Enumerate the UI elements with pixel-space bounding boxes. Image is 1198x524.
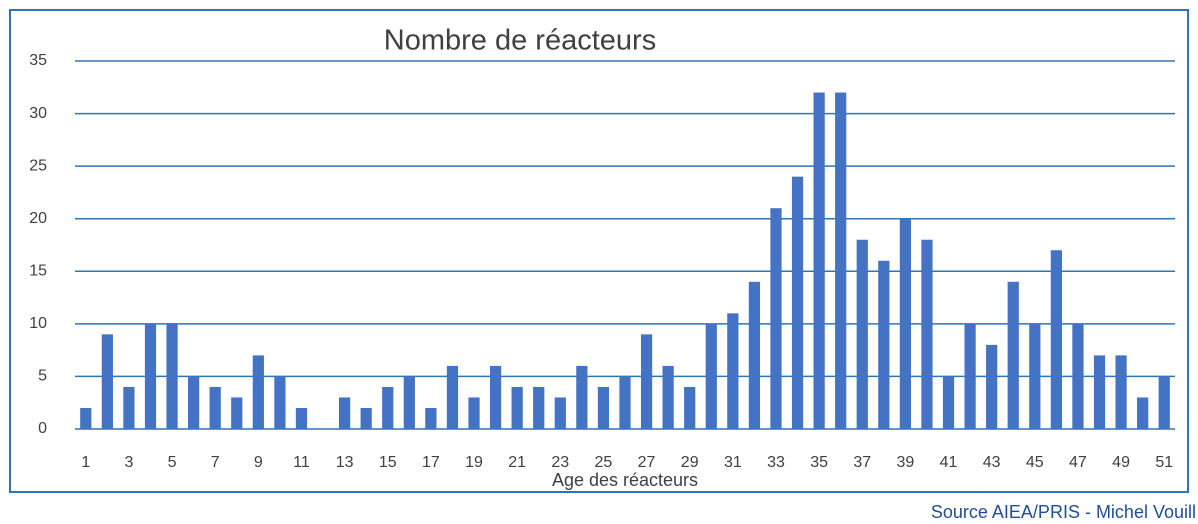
bar [166, 323, 178, 429]
x-tick-label: 45 [1026, 454, 1044, 471]
bar [640, 334, 653, 429]
x-tick-label: 25 [595, 454, 613, 471]
x-tick-label: 27 [638, 454, 656, 471]
bar [468, 397, 480, 429]
bar [231, 397, 243, 429]
bar [1029, 323, 1041, 429]
x-tick-label: 51 [1155, 454, 1173, 471]
y-tick-label: 25 [29, 157, 47, 174]
source-note: Source AIEA/PRIS - Michel Vouill [931, 502, 1196, 522]
bar [511, 386, 523, 429]
x-tick-label: 7 [211, 454, 220, 471]
bar [360, 407, 372, 429]
bar [554, 397, 566, 429]
x-tick-label: 13 [336, 454, 354, 471]
bar [727, 313, 739, 429]
bar [705, 323, 717, 429]
bar [1093, 355, 1106, 429]
bar [899, 218, 911, 429]
y-tick-label: 10 [29, 315, 47, 332]
bar [295, 407, 308, 429]
bar [684, 386, 696, 429]
bar [425, 407, 437, 429]
bar [576, 365, 588, 429]
bar [382, 386, 394, 429]
y-tick-label: 35 [29, 52, 47, 69]
x-tick-label: 37 [853, 454, 871, 471]
y-tick-label: 15 [29, 263, 47, 280]
bar [1072, 323, 1084, 429]
x-tick-label: 17 [422, 454, 440, 471]
x-tick-label: 5 [168, 454, 177, 471]
y-tick-label: 5 [38, 368, 47, 385]
bar [446, 365, 459, 429]
x-tick-label: 1 [81, 454, 90, 471]
bar [597, 386, 610, 429]
bar [748, 281, 761, 429]
chart-title: Nombre de réacteurs [384, 25, 656, 57]
bar [770, 208, 782, 429]
bar [123, 386, 135, 429]
bar [1137, 397, 1149, 429]
y-tick-label: 30 [29, 105, 47, 122]
bar [835, 92, 847, 430]
bar [986, 344, 998, 429]
bar [619, 376, 631, 429]
bar [339, 397, 351, 429]
bar [489, 365, 502, 429]
bar [1050, 250, 1062, 429]
bar [921, 239, 933, 429]
x-tick-label: 39 [896, 454, 914, 471]
x-tick-label: 21 [508, 454, 526, 471]
x-tick-label: 47 [1069, 454, 1087, 471]
bar [878, 260, 890, 429]
bar [791, 176, 804, 429]
bar [813, 92, 825, 430]
bar [856, 239, 868, 429]
x-tick-label: 49 [1112, 454, 1130, 471]
x-tick-label: 19 [465, 454, 483, 471]
bar [662, 365, 674, 429]
x-tick-label: 9 [254, 454, 263, 471]
bar [188, 376, 200, 429]
y-tick-label: 20 [29, 210, 47, 227]
bar [101, 334, 113, 429]
x-tick-label: 33 [767, 454, 785, 471]
x-axis-title: Age des réacteurs [552, 470, 698, 490]
bar [1115, 355, 1127, 429]
bar [403, 376, 415, 429]
bar [274, 376, 286, 429]
bar [209, 386, 221, 429]
bar [964, 323, 976, 429]
bar [942, 376, 955, 429]
bar [252, 355, 264, 429]
x-tick-label: 43 [983, 454, 1001, 471]
bar [1007, 281, 1019, 429]
bar [80, 407, 92, 429]
x-tick-label: 41 [940, 454, 958, 471]
x-tick-label: 15 [379, 454, 397, 471]
chart-frame [9, 9, 1189, 493]
x-tick-label: 23 [551, 454, 569, 471]
bar [144, 323, 157, 429]
x-tick-label: 35 [810, 454, 828, 471]
y-tick-label: 0 [38, 420, 47, 437]
bar [1158, 376, 1170, 429]
x-tick-label: 29 [681, 454, 699, 471]
x-tick-label: 11 [293, 454, 310, 471]
bar [533, 386, 545, 429]
x-tick-label: 31 [724, 454, 742, 471]
x-tick-label: 3 [124, 454, 133, 471]
